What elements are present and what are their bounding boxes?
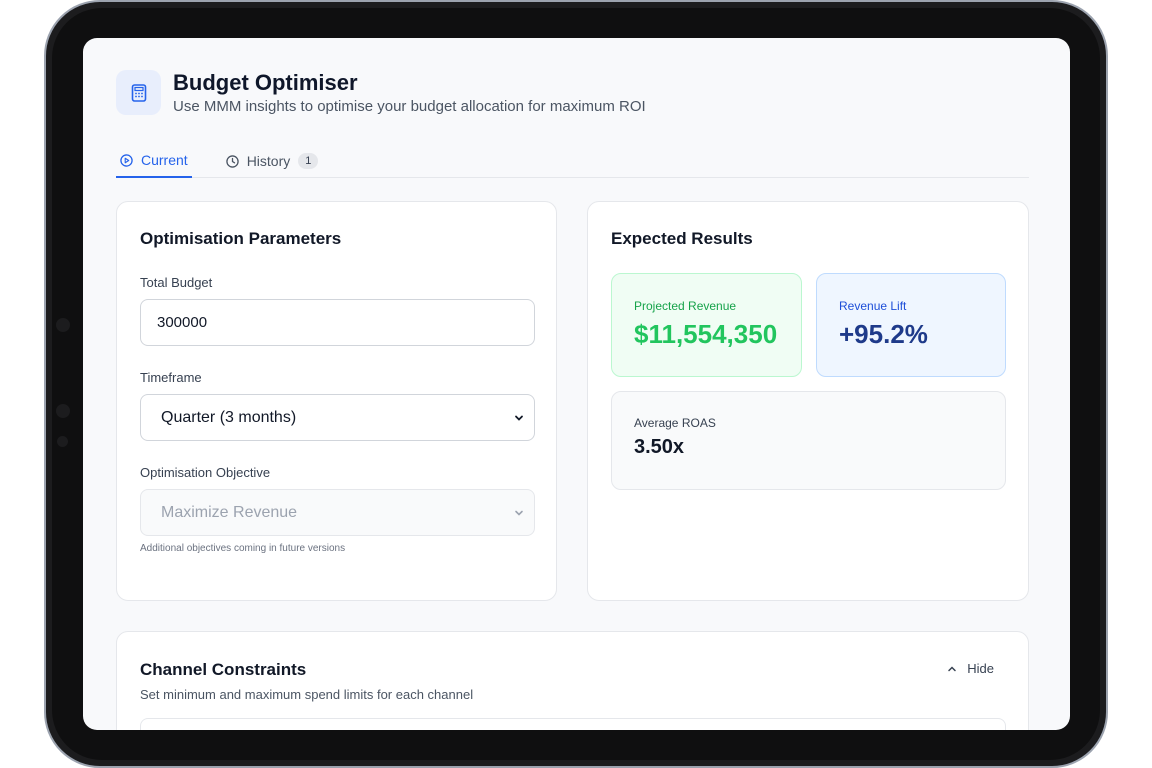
device-camera-dot xyxy=(56,404,70,418)
tab-current[interactable]: Current xyxy=(116,144,192,178)
metric-label: Revenue Lift xyxy=(839,299,907,313)
chevron-down-icon xyxy=(515,415,523,421)
metric-label: Projected Revenue xyxy=(634,299,737,313)
tab-label: Current xyxy=(141,152,188,168)
objective-label: Optimisation Objective xyxy=(140,465,271,480)
device-camera-dot xyxy=(57,436,68,447)
history-count-badge: 1 xyxy=(298,153,319,169)
chevron-down-icon xyxy=(515,510,523,516)
average-roas-value: 3.50x xyxy=(634,436,685,458)
optimisation-parameters-card: Optimisation Parameters Total Budget 300… xyxy=(116,201,557,601)
average-roas-tile: Average ROAS 3.50x xyxy=(611,391,1006,490)
objective-value: Maximize Revenue xyxy=(161,503,298,521)
card-subtitle: Set minimum and maximum spend limits for… xyxy=(140,687,474,702)
tab-label: History xyxy=(246,153,291,169)
page-header: Budget Optimiser Use MMM insights to opt… xyxy=(116,70,646,115)
hide-label: Hide xyxy=(967,661,994,676)
total-budget-input[interactable]: 300000 xyxy=(140,299,535,346)
revenue-lift-value: +95.2% xyxy=(839,319,928,349)
revenue-lift-tile: Revenue Lift +95.2% xyxy=(816,273,1006,377)
card-title: Channel Constraints xyxy=(140,660,307,679)
page-title: Budget Optimiser xyxy=(173,70,358,95)
projected-revenue-tile: Projected Revenue $11,554,350 xyxy=(611,273,802,377)
metric-label: Average ROAS xyxy=(634,416,716,430)
timeframe-value: Quarter (3 months) xyxy=(161,408,297,426)
calculator-icon xyxy=(116,70,161,115)
constraints-table-top xyxy=(140,718,1006,730)
card-title: Expected Results xyxy=(611,229,753,248)
device-camera-dot xyxy=(56,318,70,332)
page-subtitle: Use MMM insights to optimise your budget… xyxy=(173,98,646,115)
objective-select[interactable]: Maximize Revenue xyxy=(140,489,535,536)
projected-revenue-value: $11,554,350 xyxy=(634,319,778,349)
timeframe-select[interactable]: Quarter (3 months) xyxy=(140,394,535,441)
channel-constraints-card: Channel Constraints Set minimum and maxi… xyxy=(116,631,1029,730)
hide-toggle-button[interactable]: Hide xyxy=(947,661,994,676)
clock-icon xyxy=(225,154,239,168)
expected-results-card: Expected Results Projected Revenue $11,5… xyxy=(587,201,1029,601)
tab-bar: Current History 1 xyxy=(116,144,1029,178)
app-screen: Budget Optimiser Use MMM insights to opt… xyxy=(83,38,1070,730)
chevron-up-icon xyxy=(948,665,956,671)
total-budget-label: Total Budget xyxy=(140,275,213,290)
timeframe-label: Timeframe xyxy=(140,370,202,385)
card-title: Optimisation Parameters xyxy=(140,229,342,248)
play-circle-icon xyxy=(120,153,133,167)
tab-history[interactable]: History 1 xyxy=(222,144,323,178)
objective-hint: Additional objectives coming in future v… xyxy=(140,543,346,554)
